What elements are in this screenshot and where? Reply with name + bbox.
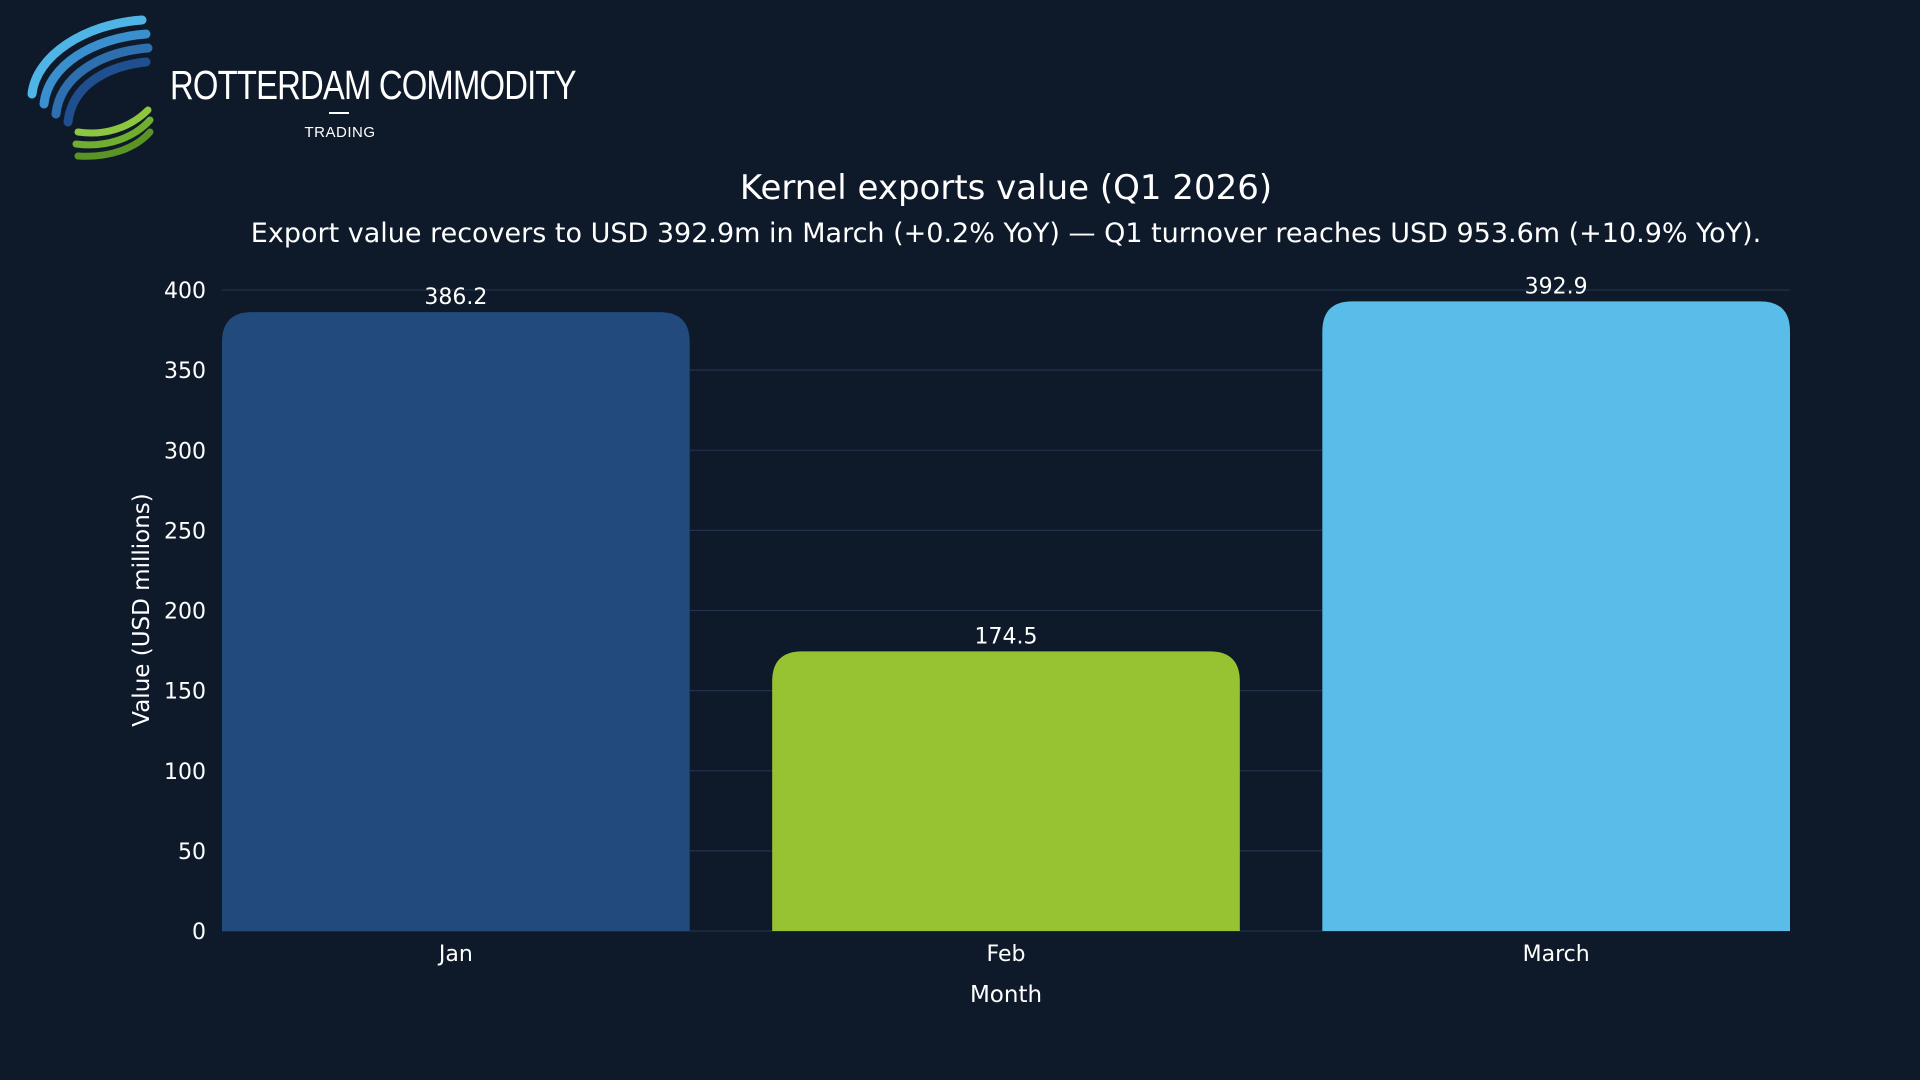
bar-jan: [222, 312, 690, 931]
y-tick-label: 100: [164, 760, 206, 785]
x-tick-label: Feb: [987, 942, 1026, 967]
x-tick-label: March: [1523, 942, 1590, 967]
data-label: 174.5: [975, 624, 1038, 649]
chart-subtitle: Export value recovers to USD 392.9m in M…: [250, 218, 1762, 249]
brand-name: ROTTERDAM COMMODITY: [170, 62, 577, 108]
y-tick-label: 150: [164, 680, 206, 705]
data-label: 386.2: [424, 285, 487, 310]
y-axis-ticks: 0 50 100 150 200 250 300 350 400: [164, 279, 206, 945]
brand-tagline: TRADING: [304, 124, 376, 141]
swoosh-logo-icon: [27, 15, 154, 160]
x-axis-title: Month: [970, 982, 1042, 1008]
brand-divider: [329, 112, 349, 114]
bar-feb: [772, 651, 1240, 931]
y-axis-title: Value (USD millions): [129, 493, 155, 726]
logo: ROTTERDAM COMMODITY TRADING: [14, 6, 577, 166]
y-tick-label: 250: [164, 519, 206, 544]
data-labels: 386.2 174.5 392.9: [424, 274, 1587, 649]
x-tick-label: Jan: [437, 942, 473, 967]
y-tick-label: 400: [164, 279, 206, 304]
y-tick-label: 50: [178, 840, 206, 865]
bars: [222, 301, 1790, 931]
y-tick-label: 350: [164, 359, 206, 384]
data-label: 392.9: [1525, 274, 1588, 299]
x-axis-ticks: Jan Feb March: [437, 942, 1590, 967]
chart-title: Kernel exports value (Q1 2026): [739, 168, 1273, 208]
y-tick-label: 0: [192, 920, 206, 945]
y-tick-label: 300: [164, 439, 206, 464]
bar-march: [1322, 301, 1790, 931]
y-tick-label: 200: [164, 600, 206, 625]
